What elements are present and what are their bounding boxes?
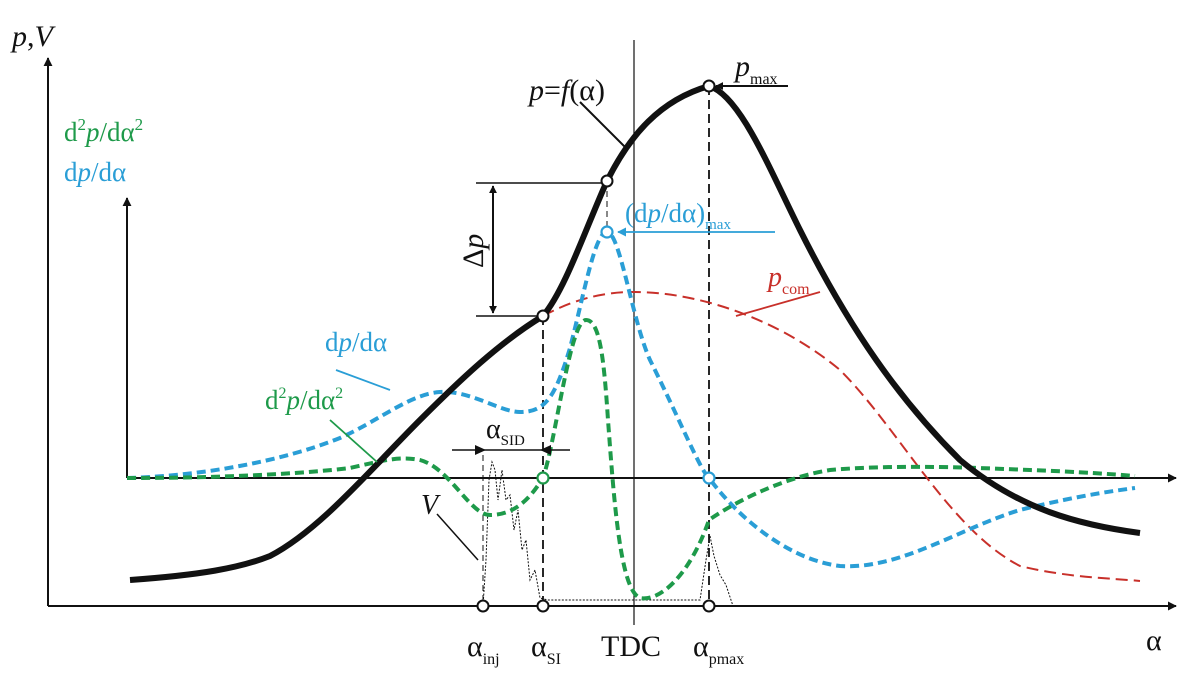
alpha-sid-arrow-left [475,445,486,455]
v-label-leader [436,513,479,561]
first-derivative-curve [126,229,1136,569]
delta-p-label: Δp [457,234,490,268]
pressure-curve [129,83,1141,583]
pcom-label: pcom [766,262,810,298]
alpha-sid-arrow-right [540,445,551,455]
tick-alpha-si: αSI [531,630,561,668]
second-derivative-curve [126,317,1136,601]
tick-alpha-inj: αinj [467,630,500,668]
pfa-leader [579,101,629,151]
pmax-axis-point [702,599,716,613]
inj-axis-point [476,599,490,613]
v-label: V [421,490,441,521]
tick-alpha-pmax: αpmax [693,630,744,668]
y-axis-label: p,V [10,20,57,53]
x-axis-label: α [1146,624,1162,657]
alpha-sid-label: αSID [486,414,525,449]
si-green-point [536,471,550,485]
secondary-axis-label-dp: dp/dα [64,157,126,187]
pmax-label: pmax [733,50,778,88]
dpmax-pressure-point [600,174,614,188]
injection-rate-curve [482,460,734,607]
tick-tdc: TDC [601,630,661,663]
pmax-point [702,79,716,93]
dpmax-label: (dp/dα)max [625,198,731,233]
d2p-label-leader [329,419,378,463]
pmax-blue-point [702,471,716,485]
si-pressure-point [536,309,550,323]
pcom-leader [735,291,821,317]
si-axis-point [536,599,550,613]
pfa-label: p=f(α) [527,74,605,107]
secondary-axis-label-d2p: d2p/dα2 [64,115,143,147]
d2p-label: d2p/dα2 [265,385,343,415]
compression-pressure-curve [542,290,1141,582]
dpmax-point [600,225,614,239]
dp-label: dp/dα [325,327,387,357]
dp-label-leader [335,369,391,391]
